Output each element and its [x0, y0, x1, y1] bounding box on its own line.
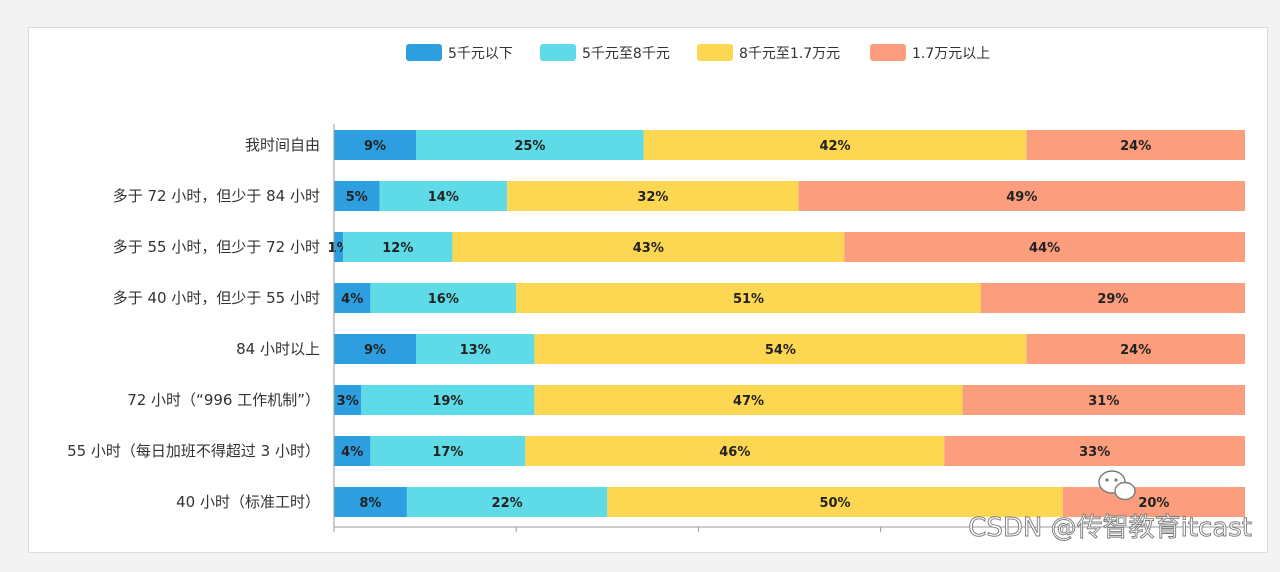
category-label: 55 小时（每日加班不得超过 3 小时） — [67, 442, 320, 460]
bar-segment — [361, 385, 535, 415]
bar-segment — [798, 181, 1245, 211]
bar-segment — [534, 385, 963, 415]
data-label: 50% — [819, 496, 850, 511]
data-label: 24% — [1120, 139, 1151, 154]
data-label: 43% — [633, 241, 664, 256]
bar-segment — [406, 487, 608, 517]
bar-segment — [416, 130, 644, 160]
data-label: 32% — [637, 190, 668, 205]
bar-segment — [334, 181, 380, 211]
category-label: 84 小时以上 — [236, 340, 320, 358]
data-label: 4% — [341, 445, 363, 460]
bar-segment — [334, 283, 371, 313]
bar-segment — [507, 181, 799, 211]
category-label: 我时间自由 — [245, 136, 320, 154]
data-label: 5% — [346, 190, 368, 205]
data-label: 24% — [1120, 343, 1151, 358]
legend-label: 1.7万元以上 — [912, 46, 990, 62]
category-label: 多于 55 小时，但少于 72 小时 — [113, 238, 320, 256]
bar-segment — [370, 283, 517, 313]
bar-segment — [534, 334, 1027, 364]
data-label: 33% — [1079, 445, 1110, 460]
bar-segment — [1026, 130, 1245, 160]
data-label: 46% — [719, 445, 750, 460]
legend-label: 5千元至8千元 — [582, 46, 670, 62]
data-label: 3% — [337, 394, 359, 409]
data-label: 54% — [765, 343, 796, 358]
bar-segment — [525, 436, 945, 466]
bar-segment — [1026, 334, 1245, 364]
bar-segment — [343, 232, 453, 262]
wechat-icon — [1098, 470, 1136, 501]
bar-segment — [944, 436, 1245, 466]
legend-label: 5千元以下 — [448, 46, 513, 62]
bar-segment — [844, 232, 1245, 262]
legend-swatch — [697, 44, 733, 61]
data-label: 9% — [364, 139, 386, 154]
bar-segment — [334, 334, 416, 364]
bar-segment — [334, 130, 416, 160]
data-label: 14% — [428, 190, 459, 205]
bar-segment — [516, 283, 981, 313]
bar-segment — [643, 130, 1027, 160]
data-label: 47% — [733, 394, 764, 409]
category-label: 多于 40 小时，但少于 55 小时 — [113, 289, 320, 307]
bar-segment — [1062, 487, 1245, 517]
data-label: 20% — [1138, 496, 1169, 511]
data-label: 8% — [359, 496, 381, 511]
category-label: 72 小时（“996 工作机制”） — [127, 391, 320, 409]
data-label: 25% — [514, 139, 545, 154]
data-label: 31% — [1088, 394, 1119, 409]
data-label: 42% — [819, 139, 850, 154]
data-label: 17% — [432, 445, 463, 460]
legend: 5千元以下 5千元至8千元 8千元至1.7万元 1.7万元以上 — [406, 44, 990, 62]
category-label: 40 小时（标准工时） — [176, 493, 320, 511]
bar-segment — [334, 232, 344, 262]
watermark-text: CSDN @传智教育itcast — [968, 513, 1252, 543]
data-label: 16% — [428, 292, 459, 307]
legend-swatch — [540, 44, 576, 61]
data-label: 51% — [733, 292, 764, 307]
data-label: 49% — [1006, 190, 1037, 205]
x-axis — [333, 124, 1246, 532]
watermark: CSDN @传智教育itcast — [968, 470, 1252, 543]
data-label: 12% — [382, 241, 413, 256]
legend-label: 8千元至1.7万元 — [739, 46, 840, 62]
bar-segment — [607, 487, 1063, 517]
data-label: 22% — [492, 496, 523, 511]
bar-segment — [452, 232, 845, 262]
data-label: 29% — [1097, 292, 1128, 307]
bar-segment — [416, 334, 535, 364]
category-label: 多于 72 小时，但少于 84 小时 — [113, 187, 320, 205]
bar-segment — [334, 385, 362, 415]
bar-segment — [334, 436, 371, 466]
data-label: 44% — [1029, 241, 1060, 256]
data-label: 13% — [460, 343, 491, 358]
data-label: 9% — [364, 343, 386, 358]
data-label: 4% — [341, 292, 363, 307]
bar-segment — [962, 385, 1245, 415]
legend-swatch — [406, 44, 442, 61]
bars: 9% 25% 42% 24%5% 14% 32% 49%1% 12% 43% 44%4% 16% 51… — [328, 130, 1245, 517]
bar-segment — [980, 283, 1245, 313]
bar-segment — [334, 487, 407, 517]
data-label: 19% — [432, 394, 463, 409]
legend-swatch — [870, 44, 906, 61]
bar-segment — [379, 181, 508, 211]
bar-segment — [370, 436, 526, 466]
